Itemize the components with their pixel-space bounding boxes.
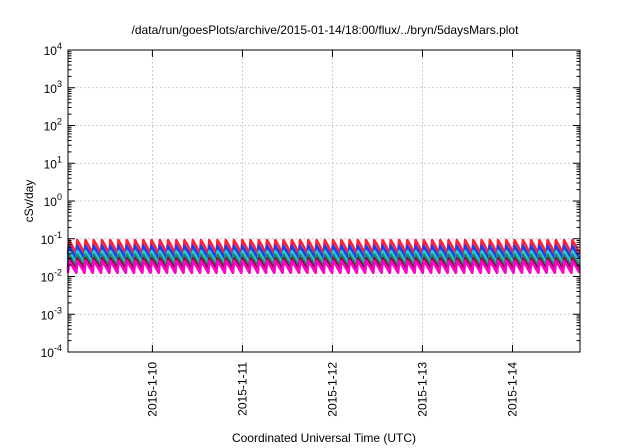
- series-lines: [66, 238, 581, 275]
- x-tick-label: 2015-1-11: [235, 362, 249, 416]
- y-tick-label: 102: [44, 117, 62, 134]
- plot-frame: [67, 49, 581, 353]
- x-tick-label: 2015-1-14: [505, 362, 519, 417]
- y-tick-label: 103: [44, 79, 62, 96]
- y-tick-label: 10-3: [41, 305, 62, 322]
- y-tick-label: 101: [44, 154, 62, 171]
- x-axis-ticks: 2015-1-10 2015-1-11 2015-1-12 2015-1-13 2015…: [145, 50, 519, 417]
- grid-lines: [68, 50, 580, 352]
- y-tick-label: 100: [44, 192, 62, 209]
- y-axis-ticks: 10-4 10-3 10-2 10-1 100 101 102 103 104: [41, 41, 580, 360]
- chart-title: /data/run/goesPlots/archive/2015-01-14/1…: [132, 23, 520, 37]
- x-tick-label: 2015-1-13: [415, 362, 429, 417]
- x-axis-label: Coordinated Universal Time (UTC): [232, 431, 416, 445]
- x-tick-label: 2015-1-12: [325, 362, 339, 417]
- y-axis-label: cSv/day: [22, 180, 36, 223]
- series-line-6: [66, 259, 581, 275]
- y-tick-label: 10-1: [41, 230, 62, 247]
- x-tick-label: 2015-1-10: [145, 362, 159, 417]
- y-tick-label: 10-2: [41, 268, 62, 285]
- y-tick-label: 10-4: [41, 343, 62, 360]
- y-tick-label: 104: [44, 41, 62, 58]
